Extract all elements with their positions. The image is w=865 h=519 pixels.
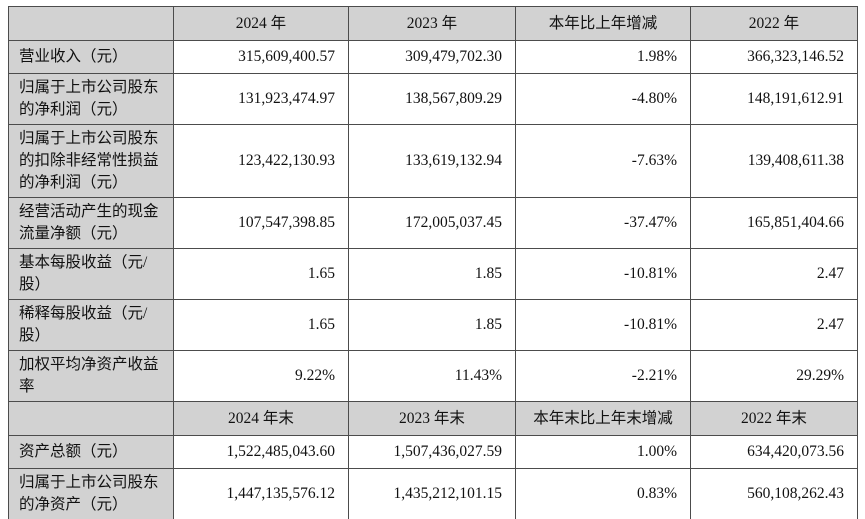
yearly-header-row: 2024 年 2023 年 本年比上年增减 2022 年 — [8, 6, 858, 41]
cell-2023: 11.43% — [348, 350, 516, 402]
period-end-header-row: 2024 年末 2023 年末 本年末比上年末增减 2022 年末 — [8, 401, 858, 436]
cell-2022-end: 634,420,073.56 — [690, 435, 858, 469]
table-row-total-assets: 资产总额（元） 1,522,485,043.60 1,507,436,027.5… — [8, 435, 858, 469]
cell-yoy: -37.47% — [515, 197, 691, 249]
cell-2023: 138,567,809.29 — [348, 73, 516, 125]
cell-2022: 366,323,146.52 — [690, 40, 858, 74]
table-row-net-profit-excl-nonrecurring: 归属于上市公司股东的扣除非经常性损益的净利润（元） 123,422,130.93… — [8, 124, 858, 198]
col-header-2023-end: 2023 年末 — [348, 401, 516, 436]
cell-2022-end: 560,108,262.43 — [690, 468, 858, 519]
cell-2024-end: 1,447,135,576.12 — [173, 468, 349, 519]
row-label: 基本每股收益（元/股） — [8, 248, 174, 300]
cell-yoy: -7.63% — [515, 124, 691, 198]
row-label: 归属于上市公司股东的净资产（元） — [8, 468, 174, 519]
col-header-2024: 2024 年 — [173, 6, 349, 41]
col-header-yoy-change: 本年比上年增减 — [515, 6, 691, 41]
col-header-2023: 2023 年 — [348, 6, 516, 41]
cell-2024: 315,609,400.57 — [173, 40, 349, 74]
cell-2022: 29.29% — [690, 350, 858, 402]
cell-2023: 1.85 — [348, 248, 516, 300]
cell-2023: 133,619,132.94 — [348, 124, 516, 198]
row-label: 经营活动产生的现金流量净额（元） — [8, 197, 174, 249]
table-row-operating-cash-flow: 经营活动产生的现金流量净额（元） 107,547,398.85 172,005,… — [8, 197, 858, 249]
cell-2024-end: 1,522,485,043.60 — [173, 435, 349, 469]
cell-2022: 2.47 — [690, 248, 858, 300]
cell-2024: 123,422,130.93 — [173, 124, 349, 198]
cell-2024: 1.65 — [173, 299, 349, 351]
cell-yoy: 1.98% — [515, 40, 691, 74]
table-row-net-profit: 归属于上市公司股东的净利润（元） 131,923,474.97 138,567,… — [8, 73, 858, 125]
cell-2024: 9.22% — [173, 350, 349, 402]
row-label: 归属于上市公司股东的扣除非经常性损益的净利润（元） — [8, 124, 174, 198]
table-row-revenue: 营业收入（元） 315,609,400.57 309,479,702.30 1.… — [8, 40, 858, 74]
col-header-2022-end: 2022 年末 — [690, 401, 858, 436]
cell-2023-end: 1,507,436,027.59 — [348, 435, 516, 469]
row-label: 加权平均净资产收益率 — [8, 350, 174, 402]
cell-2023: 309,479,702.30 — [348, 40, 516, 74]
cell-period-change: 0.83% — [515, 468, 691, 519]
cell-2023-end: 1,435,212,101.15 — [348, 468, 516, 519]
cell-2022: 2.47 — [690, 299, 858, 351]
cell-2023: 172,005,037.45 — [348, 197, 516, 249]
row-label: 资产总额（元） — [8, 435, 174, 469]
cell-2022: 139,408,611.38 — [690, 124, 858, 198]
cell-2024: 107,547,398.85 — [173, 197, 349, 249]
row-label: 稀释每股收益（元/股） — [8, 299, 174, 351]
cell-2024: 131,923,474.97 — [173, 73, 349, 125]
cell-2022: 148,191,612.91 — [690, 73, 858, 125]
table-row-net-assets: 归属于上市公司股东的净资产（元） 1,447,135,576.12 1,435,… — [8, 468, 858, 519]
corner-cell — [8, 6, 174, 41]
col-header-2024-end: 2024 年末 — [173, 401, 349, 436]
cell-2023: 1.85 — [348, 299, 516, 351]
col-header-2022: 2022 年 — [690, 6, 858, 41]
table-row-diluted-eps: 稀释每股收益（元/股） 1.65 1.85 -10.81% 2.47 — [8, 299, 858, 351]
row-label: 营业收入（元） — [8, 40, 174, 74]
cell-2024: 1.65 — [173, 248, 349, 300]
cell-yoy: -10.81% — [515, 248, 691, 300]
row-label: 归属于上市公司股东的净利润（元） — [8, 73, 174, 125]
cell-yoy: -4.80% — [515, 73, 691, 125]
financial-summary-table: 2024 年 2023 年 本年比上年增减 2022 年 营业收入（元） 315… — [8, 6, 858, 519]
table-row-basic-eps: 基本每股收益（元/股） 1.65 1.85 -10.81% 2.47 — [8, 248, 858, 300]
corner-cell — [8, 401, 174, 436]
cell-yoy: -10.81% — [515, 299, 691, 351]
cell-yoy: -2.21% — [515, 350, 691, 402]
cell-2022: 165,851,404.66 — [690, 197, 858, 249]
col-header-period-change: 本年末比上年末增减 — [515, 401, 691, 436]
cell-period-change: 1.00% — [515, 435, 691, 469]
table-row-weighted-avg-roe: 加权平均净资产收益率 9.22% 11.43% -2.21% 29.29% — [8, 350, 858, 402]
